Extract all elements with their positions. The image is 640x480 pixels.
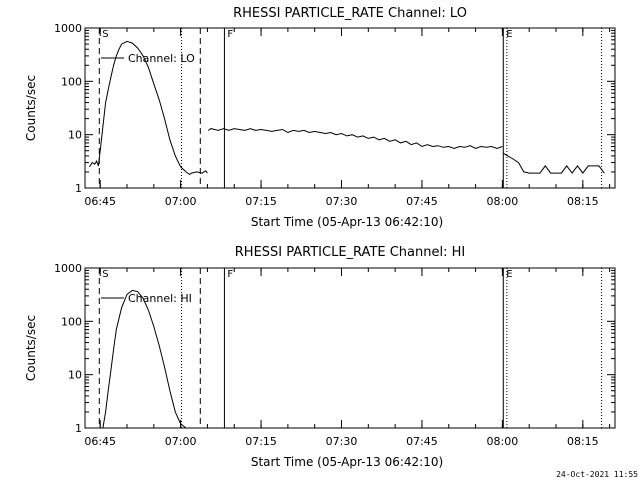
data-lines: [102, 289, 187, 429]
plot-frame: [84, 27, 616, 189]
lo-channel-panel: RHESSI PARTICLE_RATE Channel: LO S F E 1 10…: [24, 6, 616, 229]
chart-title: RHESSI PARTICLE_RATE Channel: LO: [233, 6, 467, 21]
generation-timestamp: 24-Oct-2021 11:55: [556, 470, 638, 479]
legend-label: Channel: LO: [128, 52, 195, 65]
y-tick-label: 10: [68, 369, 82, 382]
x-axis-label: Start Time (05-Apr-13 06:42:10): [251, 215, 443, 229]
y-axis-ticks: 1 10 100 1000: [54, 262, 615, 435]
x-axis-ticks: 06:45 07:00 07:15 07:30 07:45 08:00 08:15: [84, 28, 611, 208]
time-marker-label: S: [102, 269, 108, 280]
x-tick-label: 06:45: [84, 435, 116, 448]
y-tick-label: 100: [61, 315, 82, 328]
x-tick-label: 07:00: [165, 195, 197, 208]
x-tick-label: 08:15: [567, 435, 599, 448]
x-tick-label: 07:15: [245, 435, 277, 448]
x-tick-label: 08:00: [487, 435, 519, 448]
x-axis-label: Start Time (05-Apr-13 06:42:10): [251, 455, 443, 469]
x-tick-label: 07:30: [326, 195, 358, 208]
data-lines: [89, 40, 605, 176]
series-line: [208, 128, 503, 150]
x-tick-label: 06:45: [84, 195, 116, 208]
time-marker-label: F: [227, 29, 233, 40]
x-tick-label: 07:00: [165, 435, 197, 448]
y-tick-label: 1: [75, 182, 82, 195]
y-tick-label: 10: [68, 129, 82, 142]
x-tick-label: 08:00: [487, 195, 519, 208]
y-tick-label: 1000: [54, 22, 82, 35]
time-marker-label: E: [506, 29, 512, 40]
series-line: [89, 40, 208, 176]
hi-channel-panel: RHESSI PARTICLE_RATE Channel: HI S F E 1 10…: [24, 245, 616, 469]
y-tick-label: 1: [75, 422, 82, 435]
y-axis-ticks: 1 10 100 1000: [54, 22, 615, 195]
y-axis-label: Counts/sec: [24, 75, 38, 141]
series-line: [503, 152, 605, 174]
time-marker-label: S: [102, 29, 108, 40]
legend-label: Channel: HI: [128, 292, 192, 305]
x-tick-label: 07:30: [326, 435, 358, 448]
x-axis-ticks: 06:45 07:00 07:15 07:30 07:45 08:00 08:15: [84, 268, 611, 448]
y-axis-label: Counts/sec: [24, 315, 38, 381]
x-tick-label: 07:45: [406, 435, 438, 448]
y-tick-label: 1000: [54, 262, 82, 275]
series-line: [102, 289, 187, 429]
x-tick-label: 07:15: [245, 195, 277, 208]
x-tick-label: 07:45: [406, 195, 438, 208]
time-marker-label: E: [506, 269, 512, 280]
x-tick-label: 08:15: [567, 195, 599, 208]
plot-frame: [84, 267, 616, 429]
chart-title: RHESSI PARTICLE_RATE Channel: HI: [235, 245, 465, 260]
time-marker-label: F: [227, 269, 233, 280]
y-tick-label: 100: [61, 75, 82, 88]
